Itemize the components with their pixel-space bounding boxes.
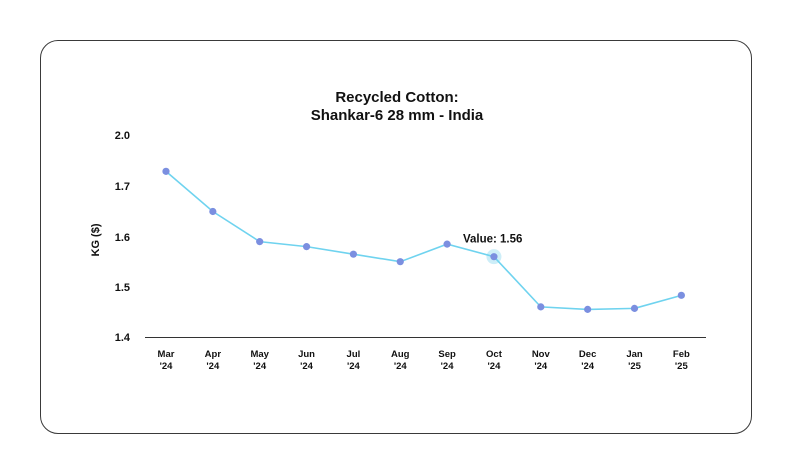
x-tick-label-month: Apr [205,349,222,360]
x-tick-label-year: '24 [160,361,174,372]
y-tick-label: 1.4 [115,332,131,344]
data-point [537,303,545,311]
data-point [396,258,404,266]
chart-card [40,40,752,434]
x-tick-label-year: '24 [534,361,548,372]
x-tick-label-month: Sep [438,349,456,360]
data-point [584,305,592,313]
data-point [443,240,451,248]
data-point [256,238,264,246]
chart-title-line-2: Shankar-6 28 mm - India [311,107,484,124]
y-axis-label: KG ($) [90,223,102,256]
x-tick-label-year: '24 [581,361,595,372]
y-tick-label: 1.6 [115,232,130,244]
data-point [490,253,498,261]
data-point [162,167,170,175]
x-tick-label-month: Dec [579,349,596,360]
chart-title-line-1: Recycled Cotton: [335,89,458,106]
x-tick-label-month: May [250,349,269,360]
data-point [302,243,311,251]
x-tick-label-month: Mar [158,349,175,360]
x-tick-label-year: '24 [394,361,408,372]
x-tick-label-year: '24 [206,361,220,372]
x-tick-label-year: '24 [300,361,314,372]
x-tick-label-year: '25 [675,361,689,372]
y-tick-label: 1.7 [115,181,130,193]
x-tick-label-year: '24 [347,361,361,372]
x-tick-label-year: '24 [488,361,502,372]
data-point [677,291,685,299]
x-tick-label-month: Jan [626,349,643,360]
x-tick-label-month: Jun [298,349,315,360]
data-point [209,207,217,216]
y-tick-label: 1.5 [115,282,130,294]
series-line [165,170,682,311]
data-point [630,304,639,312]
x-tick-label-year: '24 [441,361,455,372]
y-tick-label: 2.0 [115,130,130,142]
x-tick-label-month: Feb [673,349,690,360]
x-tick-label-month: Aug [391,349,410,360]
x-tick-label-month: Jul [347,349,361,360]
x-tick-label-month: Oct [486,349,503,360]
x-tick-label-year: '25 [628,361,642,372]
x-tick-label-month: Nov [532,349,551,360]
data-point [349,250,357,258]
x-tick-label-year: '24 [253,361,267,372]
value-tooltip: Value: 1.56 [463,234,522,246]
